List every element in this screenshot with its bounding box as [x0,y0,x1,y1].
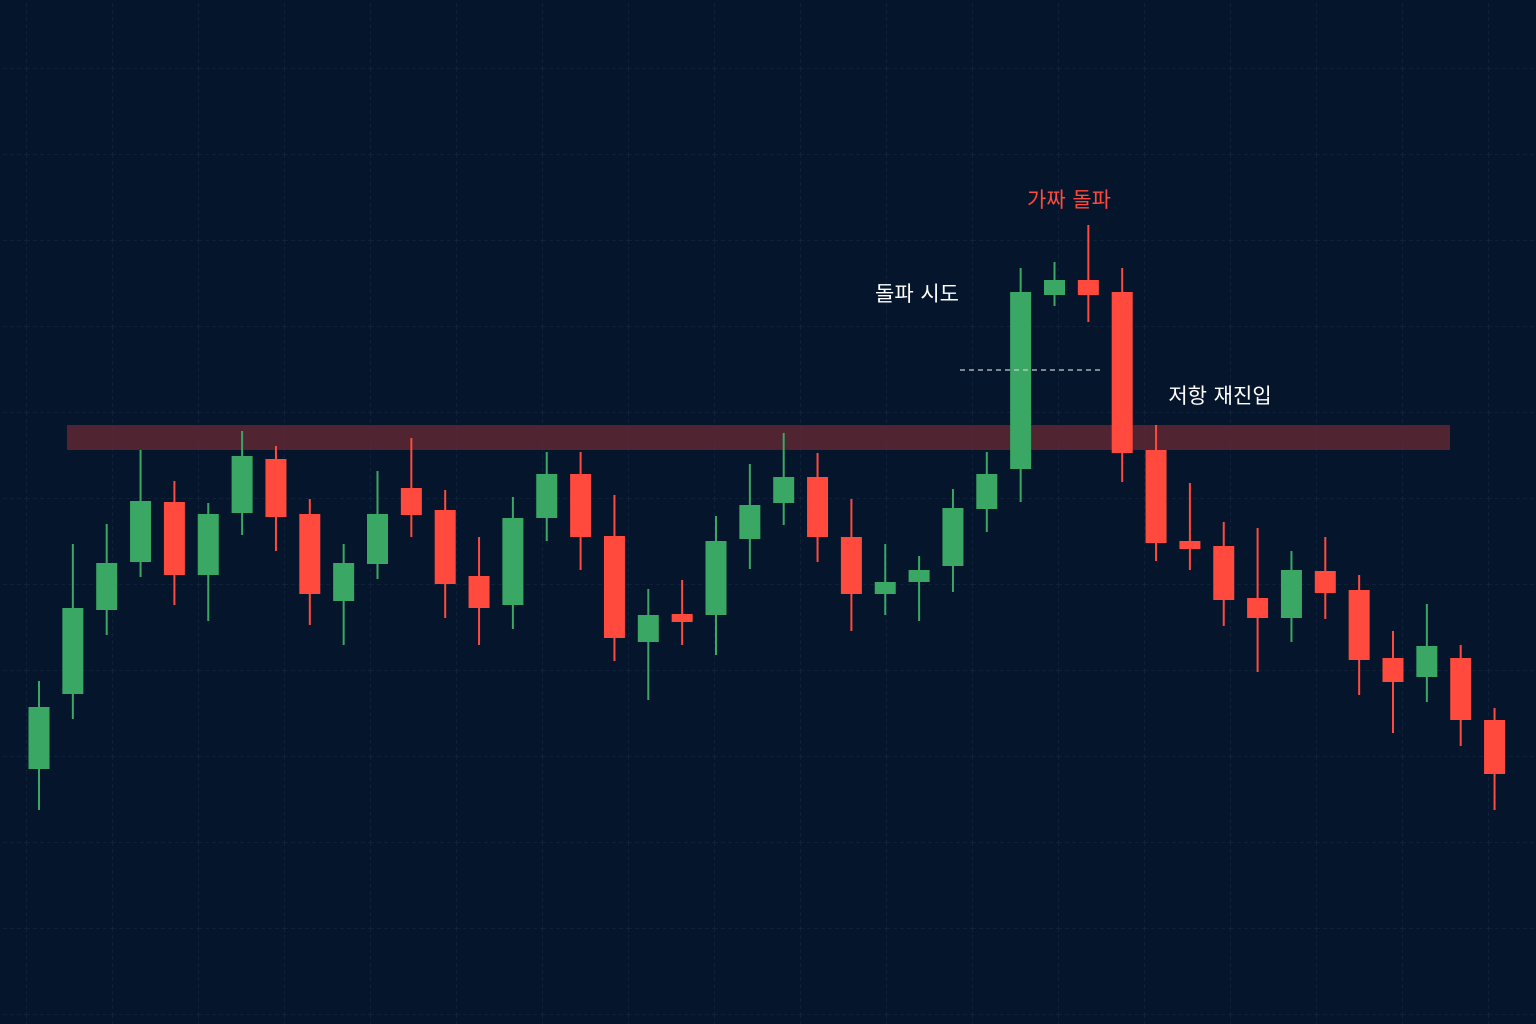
candle-body [299,514,321,594]
candle-body [874,582,896,594]
candle-body [1247,598,1269,618]
candle-body [1314,571,1336,593]
candle-body [1077,280,1099,295]
candle-body [773,477,795,503]
candle-body [1280,570,1302,618]
candle-body [671,614,693,622]
candle-body [1450,658,1472,720]
candle-body [197,514,219,575]
candle-body [807,477,829,537]
candle-body [840,537,862,594]
candle-body [705,541,727,615]
candle-body [1145,450,1167,543]
candle-body [367,514,388,564]
annotation: 돌파 시도 [875,282,959,306]
candle-body [570,474,592,537]
candle-body [62,608,84,694]
candle-body [265,459,287,517]
candle-body [96,563,118,610]
candle-body [637,615,659,642]
candle-body [1382,658,1404,682]
candle-body [908,570,930,582]
candle-body [400,488,422,515]
candle-body [502,518,524,605]
candle-body [333,563,355,601]
candle-body [434,510,456,584]
candle-body [1416,646,1438,677]
candle-body [942,508,964,566]
candle-body [1111,292,1133,453]
candle-body [468,576,490,608]
annotation: 저항 재진입 [1168,384,1271,408]
candle-body [536,474,558,518]
candle-body [163,502,185,575]
candle-body [976,474,998,509]
candle-body [739,505,761,539]
candle-body [1179,541,1201,549]
candle-body [28,707,50,769]
annotation: 가짜 돌파 [1027,188,1111,212]
candle-body [1348,590,1370,660]
candle-body [130,501,152,562]
candle-body [1010,292,1032,469]
candle-body [603,536,625,638]
resistance-zone [67,425,1450,450]
candle-body [1213,546,1235,600]
candle-body [1044,280,1065,295]
candle-body [1484,720,1506,774]
candle-body [231,456,253,513]
